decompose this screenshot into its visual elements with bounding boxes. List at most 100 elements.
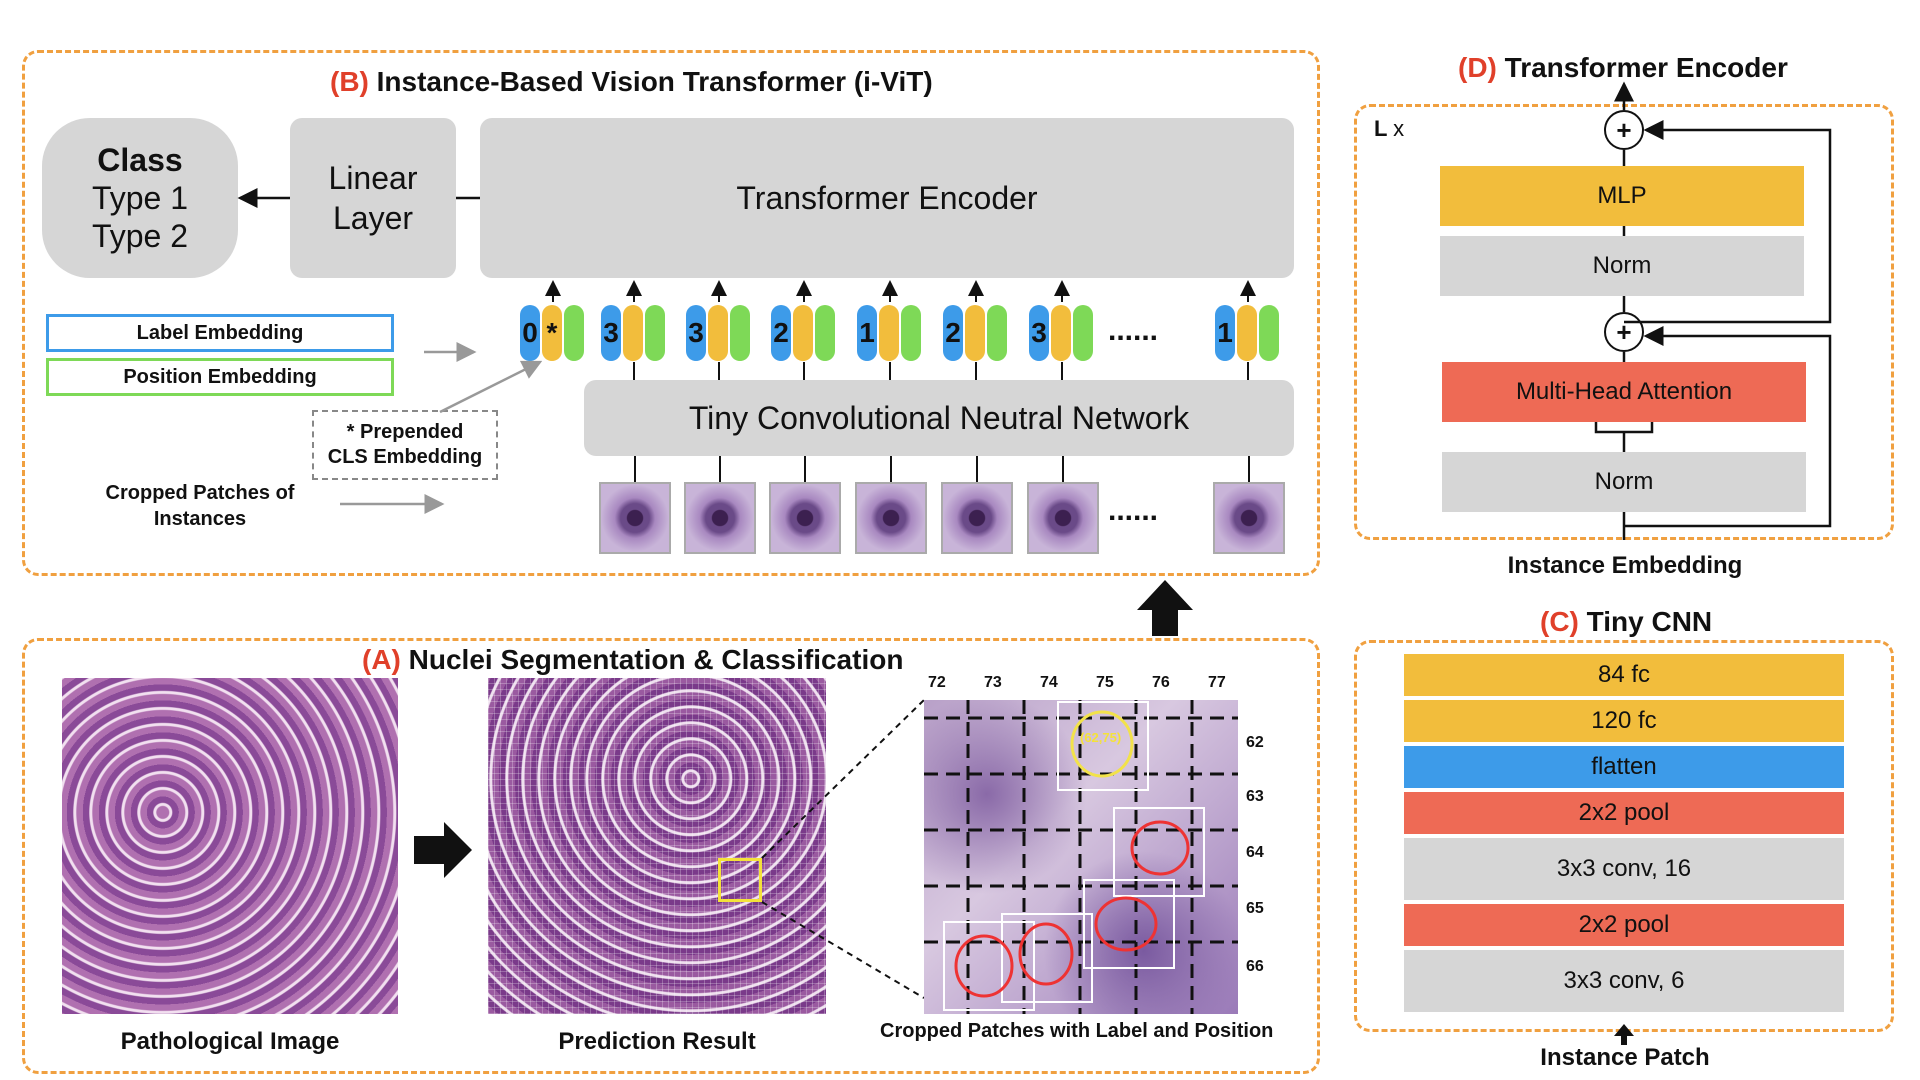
cnn-layer-84fc: 84 fc: [1404, 654, 1844, 696]
instance-patch-7: [1213, 482, 1285, 554]
token-patch-3: [793, 305, 813, 361]
instance-patch-1: [599, 482, 671, 554]
token-label-1: 3: [601, 305, 621, 361]
token-label-0: 0: [520, 305, 540, 361]
add-node-mid-label: +: [1616, 316, 1632, 347]
cnn-layer-conv16: 3x3 conv, 16: [1404, 838, 1844, 900]
linear-layer-box: Linear Layer: [290, 118, 456, 278]
panel-d-letter: (D): [1458, 52, 1497, 83]
col-label-72-text: 72: [928, 674, 946, 691]
mlp-label: MLP: [1597, 182, 1647, 209]
cnn-layer-conv6-text: 3x3 conv, 6: [1563, 967, 1685, 994]
token-pos-5: [987, 305, 1007, 361]
cnn-layer-flatten: flatten: [1404, 746, 1844, 788]
token-patch-4: [879, 305, 899, 361]
caption-prediction: Prediction Result: [488, 1028, 826, 1056]
token-label-7: 1: [1215, 305, 1235, 361]
panel-c-title: (C) Tiny CNN: [1540, 606, 1712, 638]
repeat-label-l: L: [1374, 116, 1388, 141]
cropped-grid-image: [924, 700, 1238, 1014]
row-label-65-text: 65: [1246, 900, 1264, 917]
token-patch-7: [1237, 305, 1257, 361]
cnn-layer-pool-1-text: 2x2 pool: [1578, 799, 1670, 826]
token-label-3: 2: [771, 305, 791, 361]
cnn-layer-120fc-text: 120 fc: [1591, 707, 1657, 734]
cropped-line2: Instances: [153, 508, 247, 530]
legend-position-embedding: Position Embedding: [46, 358, 394, 396]
row-label-66: 66: [1246, 958, 1264, 976]
legend-label-embedding: Label Embedding: [46, 314, 394, 352]
add-node-mid: +: [1604, 312, 1644, 352]
instance-patch-6: [1027, 482, 1099, 554]
norm-top-block: Norm: [1440, 236, 1804, 296]
panel-c-letter: (C): [1540, 606, 1579, 637]
cropped-note: Cropped Patches of Instances: [80, 480, 320, 532]
nucleus-tag: (62,75): [1080, 730, 1121, 745]
transformer-encoder-box: Transformer Encoder: [480, 118, 1294, 278]
pathological-image: [62, 678, 398, 1014]
token-label-0-text: 0: [522, 317, 538, 348]
token-label-2-text: 3: [688, 317, 704, 348]
token-label-6: 3: [1029, 305, 1049, 361]
cnn-layer-pool-2-text: 2x2 pool: [1578, 911, 1670, 938]
token-pos-1: [645, 305, 665, 361]
instance-patch-3: [769, 482, 841, 554]
transformer-encoder-label: Transformer Encoder: [736, 179, 1038, 216]
instance-patch-4: [855, 482, 927, 554]
instance-embedding-label: Instance Embedding: [1500, 552, 1750, 580]
token-label-5: 2: [943, 305, 963, 361]
col-label-73: 73: [984, 674, 1002, 692]
token-label-6-text: 3: [1031, 317, 1047, 348]
col-label-76: 76: [1152, 674, 1170, 692]
col-label-75-text: 75: [1096, 674, 1114, 691]
patch-ellipsis: ......: [1108, 494, 1158, 528]
row-label-63: 63: [1246, 788, 1264, 806]
row-label-62-text: 62: [1246, 734, 1264, 751]
mha-block: Multi-Head Attention: [1442, 362, 1806, 422]
linear-line2: Layer: [332, 200, 414, 236]
nucleus-tag-text: (62,75): [1080, 730, 1122, 745]
prepended-line2: CLS Embedding: [327, 446, 483, 468]
token-label-2: 3: [686, 305, 706, 361]
token-ellipsis: ......: [1108, 314, 1158, 348]
prepended-line1: * Prepended: [346, 421, 464, 443]
legend-label-text: Label Embedding: [136, 321, 304, 344]
token-label-4: 1: [857, 305, 877, 361]
class-type2: Type 2: [91, 218, 189, 254]
panel-b-title: (B) Instance-Based Vision Transformer (i…: [330, 66, 933, 98]
token-pos-2: [730, 305, 750, 361]
cnn-layer-pool-2: 2x2 pool: [1404, 904, 1844, 946]
col-label-74-text: 74: [1040, 674, 1058, 691]
repeat-label: L x: [1374, 116, 1404, 142]
class-type1: Type 1: [91, 180, 189, 216]
caption-pathological-text: Pathological Image: [120, 1028, 340, 1055]
token-pos-4: [901, 305, 921, 361]
token-label-7-text: 1: [1217, 317, 1233, 348]
col-label-73-text: 73: [984, 674, 1002, 691]
big-up-arrow: [1137, 580, 1193, 636]
col-label-75: 75: [1096, 674, 1114, 692]
panel-a-title-text: Nuclei Segmentation & Classification: [408, 644, 904, 675]
cnn-layer-pool-1: 2x2 pool: [1404, 792, 1844, 834]
tiny-cnn-box: Tiny Convolutional Neutral Network: [584, 380, 1294, 456]
norm-bottom-label: Norm: [1594, 468, 1654, 495]
cnn-layer-conv6: 3x3 conv, 6: [1404, 950, 1844, 1012]
panel-a-letter: (A): [362, 644, 401, 675]
token-label-1-text: 3: [603, 317, 619, 348]
row-label-64-text: 64: [1246, 844, 1264, 861]
cnn-layer-conv16-text: 3x3 conv, 16: [1556, 855, 1692, 882]
panel-a: [22, 638, 1320, 1074]
token-patch-5: [965, 305, 985, 361]
panel-b-letter: (B): [330, 66, 369, 97]
token-patch-1: [623, 305, 643, 361]
norm-bottom-block: Norm: [1442, 452, 1806, 512]
token-cls-star: *: [542, 305, 562, 361]
row-label-65: 65: [1246, 900, 1264, 918]
cls-star: *: [546, 317, 558, 348]
col-label-76-text: 76: [1152, 674, 1170, 691]
col-label-77: 77: [1208, 674, 1226, 692]
instance-patch-5: [941, 482, 1013, 554]
instance-embedding-text: Instance Embedding: [1507, 552, 1743, 579]
row-label-64: 64: [1246, 844, 1264, 862]
legend-position-text: Position Embedding: [123, 365, 317, 388]
